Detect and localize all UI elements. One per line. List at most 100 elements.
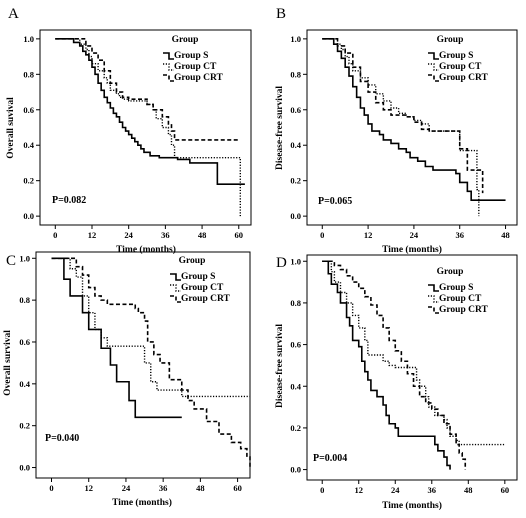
legend-item: Group CT bbox=[439, 294, 482, 304]
y-tick-label: 1.0 bbox=[290, 256, 301, 266]
y-tick-label: 1.0 bbox=[290, 34, 301, 44]
plot-frame bbox=[306, 254, 518, 481]
legend-item: Group CT bbox=[174, 62, 217, 72]
legend-title: Group bbox=[172, 35, 199, 45]
panel-letter: A bbox=[8, 6, 19, 22]
series-line-group-s bbox=[51, 257, 182, 419]
p-value: P=0.065 bbox=[318, 196, 352, 207]
legend-swatch bbox=[428, 74, 439, 82]
legend-swatch bbox=[428, 284, 439, 292]
x-tick-label: 36 bbox=[455, 230, 464, 240]
legend-item: Group S bbox=[174, 51, 208, 61]
x-tick-label: 24 bbox=[410, 230, 419, 240]
panel-d: D 0 12 24 36 48 60 0.0 0.2 0.4 0.6 0.8 1.0 Time (mont… bbox=[275, 254, 518, 511]
plot-frame bbox=[306, 29, 518, 226]
x-tick-label: 12 bbox=[364, 230, 373, 240]
y-tick-label: 0.8 bbox=[290, 69, 301, 79]
y-tick-label: 0.8 bbox=[23, 69, 34, 79]
x-tick-label: 48 bbox=[196, 483, 205, 493]
x-tick-label: 24 bbox=[124, 230, 133, 240]
x-tick-label: 12 bbox=[354, 485, 363, 495]
y-tick-label: 0.4 bbox=[23, 140, 34, 150]
x-tick-label: 12 bbox=[84, 483, 93, 493]
y-tick-label: 0.2 bbox=[290, 423, 301, 433]
y-tick-label: 0.0 bbox=[19, 463, 30, 473]
panel-a: A 0 12 24 36 48 60 0.0 0.2 0.4 0.6 0.8 1.0 Time (mont… bbox=[6, 6, 252, 255]
x-tick-label: 60 bbox=[233, 483, 242, 493]
x-axis-label: Time (months) bbox=[382, 500, 442, 511]
legend-swatch bbox=[163, 63, 174, 71]
p-value: P=0.004 bbox=[313, 453, 347, 464]
legend-title: Group bbox=[179, 256, 206, 266]
y-tick-label: 0.8 bbox=[290, 298, 301, 308]
x-tick-label: 36 bbox=[428, 485, 437, 495]
y-tick-label: 0.0 bbox=[290, 211, 301, 221]
x-tick-label: 48 bbox=[464, 485, 473, 495]
legend-title: Group bbox=[437, 35, 464, 45]
p-value: P=0.040 bbox=[45, 433, 79, 444]
y-axis-label: Disease-free survival bbox=[275, 86, 285, 170]
series-line-group-ct bbox=[55, 38, 241, 217]
legend-item: Group CRT bbox=[439, 305, 489, 315]
p-value: P=0.082 bbox=[52, 195, 86, 206]
legend-swatch bbox=[428, 306, 439, 314]
series-line-group-crt bbox=[51, 257, 251, 468]
y-tick-label: 0.4 bbox=[290, 140, 301, 150]
x-tick-label: 48 bbox=[501, 230, 510, 240]
x-tick-label: 36 bbox=[161, 230, 170, 240]
x-tick-label: 24 bbox=[391, 485, 400, 495]
y-tick-label: 0.6 bbox=[290, 105, 301, 115]
x-axis-label: Time (months) bbox=[382, 244, 442, 255]
x-tick-label: 0 bbox=[320, 485, 324, 495]
y-tick-label: 0.4 bbox=[19, 379, 30, 389]
x-tick-label: 36 bbox=[159, 483, 168, 493]
legend-item: Group S bbox=[439, 51, 473, 61]
y-tick-label: 0.0 bbox=[290, 465, 301, 475]
y-tick-label: 0.0 bbox=[23, 211, 34, 221]
plot-frame bbox=[39, 29, 252, 226]
series-line-group-s bbox=[322, 260, 451, 470]
series-line-group-crt bbox=[322, 38, 484, 194]
legend-item: Group S bbox=[439, 283, 473, 293]
x-tick-label: 60 bbox=[501, 485, 510, 495]
y-axis-label: Disease-free survival bbox=[275, 324, 285, 408]
x-tick-label: 0 bbox=[53, 230, 57, 240]
legend-item: Group CRT bbox=[181, 294, 231, 304]
y-tick-label: 0.2 bbox=[290, 176, 301, 186]
series-line-group-crt bbox=[55, 38, 239, 141]
panel-letter: C bbox=[6, 253, 16, 269]
legend-swatch bbox=[428, 295, 439, 303]
series-line-group-crt bbox=[322, 260, 467, 470]
y-tick-label: 0.4 bbox=[290, 381, 301, 391]
y-tick-label: 0.6 bbox=[290, 340, 301, 350]
legend-swatch bbox=[170, 295, 181, 303]
legend-swatch bbox=[170, 284, 181, 292]
legend-swatch bbox=[170, 273, 181, 281]
series-line-group-s bbox=[322, 38, 506, 201]
plot-frame bbox=[35, 251, 251, 479]
y-axis-label: Overall suvival bbox=[6, 97, 16, 159]
panel-letter: B bbox=[276, 6, 286, 22]
x-tick-label: 60 bbox=[235, 230, 244, 240]
y-tick-label: 0.6 bbox=[23, 105, 34, 115]
x-axis-label: Time (months) bbox=[116, 244, 176, 255]
series-line-group-ct bbox=[322, 260, 505, 446]
panel-letter: D bbox=[276, 255, 287, 271]
x-axis-label: Time (months) bbox=[112, 497, 172, 508]
x-tick-label: 0 bbox=[49, 483, 53, 493]
legend-swatch bbox=[428, 52, 439, 60]
panel-c: C 0 12 24 36 48 60 0.0 0.2 0.4 0.6 0.8 1.0 Time (mont… bbox=[3, 251, 251, 508]
y-tick-label: 0.8 bbox=[19, 295, 30, 305]
y-tick-label: 0.2 bbox=[23, 176, 34, 186]
y-tick-label: 1.0 bbox=[19, 253, 30, 263]
legend-item: Group S bbox=[181, 272, 215, 282]
panel-b: B 0 12 24 36 48 0.0 0.2 0.4 0.6 0.8 1.0 Time (months… bbox=[275, 6, 518, 255]
y-tick-label: 0.6 bbox=[19, 337, 30, 347]
x-tick-label: 12 bbox=[88, 230, 97, 240]
legend-swatch bbox=[428, 63, 439, 71]
legend-swatch bbox=[163, 52, 174, 60]
y-tick-label: 0.2 bbox=[19, 421, 30, 431]
legend-item: Group CT bbox=[439, 62, 482, 72]
legend-item: Group CRT bbox=[439, 73, 489, 83]
